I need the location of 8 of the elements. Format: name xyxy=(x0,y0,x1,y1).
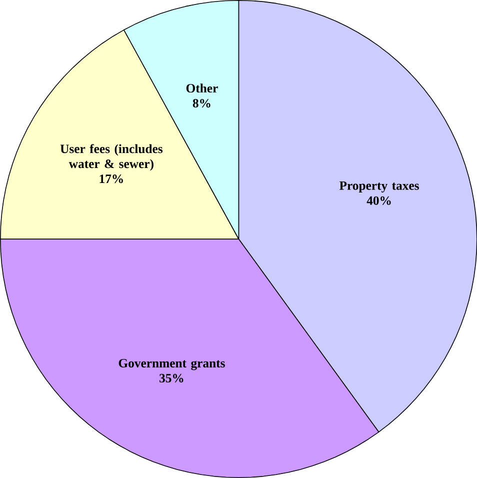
data-label: 40% xyxy=(366,196,391,205)
slice-label: Property taxes xyxy=(339,181,419,192)
slice-label: User fees (includes water & sewer) xyxy=(60,144,162,171)
data-label: 35% xyxy=(159,374,184,382)
data-label: 8% xyxy=(192,98,210,108)
data-label: 17% xyxy=(100,174,123,184)
slice-label: Other xyxy=(186,84,218,93)
slice-label: Government grants xyxy=(118,358,225,370)
